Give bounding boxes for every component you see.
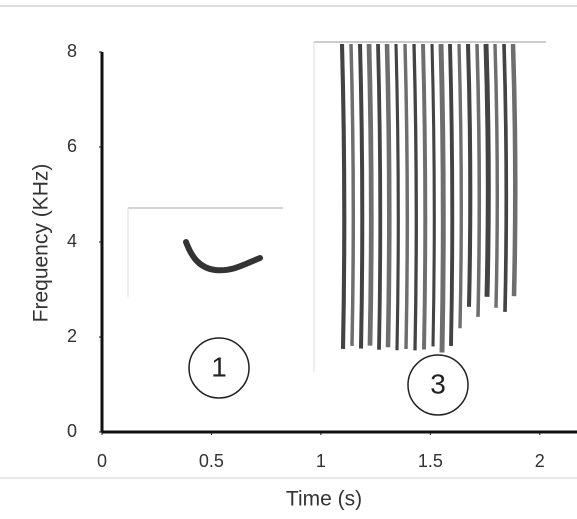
spectrogram-stripe	[421, 43, 428, 350]
annotation: 3	[430, 368, 446, 399]
spectrogram-stripe	[457, 43, 463, 329]
spectrogram-stripe	[339, 43, 347, 349]
y-tick-label: 4	[67, 231, 77, 251]
spectrogram-stripe	[349, 43, 356, 346]
spectrogram-stripe	[510, 43, 518, 297]
call-1	[183, 239, 263, 274]
spectrogram-stripe	[502, 43, 509, 312]
spectrogram-stripe	[403, 43, 410, 350]
spectrogram-stripe	[376, 43, 383, 350]
x-tick-label: 0.5	[199, 451, 224, 471]
spectrogram-stripe	[394, 43, 400, 351]
y-axis-label: Frequency (KHz)	[30, 164, 53, 323]
inset-1	[128, 208, 283, 297]
x-tick-label: 1.5	[418, 451, 443, 471]
spectrogram-stripe	[366, 43, 374, 346]
y-tick-label: 2	[67, 326, 77, 346]
y-tick-label: 6	[67, 136, 77, 156]
y-tick-label: 8	[67, 41, 77, 61]
spectrogram-stripe	[493, 43, 500, 308]
spectrogram-stripe	[357, 43, 365, 349]
annotation: 1	[211, 351, 227, 382]
spectrogram-stripe	[430, 43, 436, 347]
annotation-circle	[188, 337, 250, 399]
spectrogram-stripe	[475, 43, 482, 317]
spectrogram-stripe	[448, 43, 455, 347]
x-tick-label: 0	[97, 451, 107, 471]
annotation-circle	[407, 354, 469, 416]
spectrogram-stripe	[438, 43, 446, 353]
spectrogram-stripe	[465, 43, 473, 307]
spectrogram-stripe	[483, 43, 491, 297]
x-tick-label: 2	[535, 451, 545, 471]
y-tick-label: 0	[67, 421, 77, 441]
spectrogram-stripe	[384, 43, 392, 348]
spectrogram-insets	[127, 41, 546, 372]
x-axis-label: Time (s)	[286, 488, 362, 511]
spectrogram-stripe	[412, 43, 418, 351]
x-tick-label: 1	[316, 451, 326, 471]
